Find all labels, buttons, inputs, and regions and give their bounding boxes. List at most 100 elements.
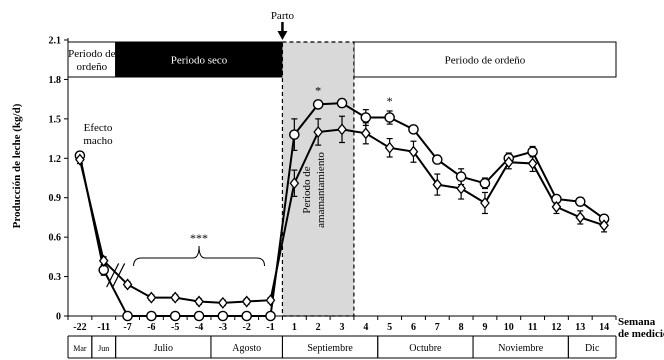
data-point-circle bbox=[455, 171, 467, 182]
data-point-diamond bbox=[503, 156, 514, 169]
data-point-circle bbox=[527, 146, 538, 158]
data-point-diamond bbox=[265, 294, 276, 307]
data-point-diamond bbox=[408, 145, 419, 158]
data-point-diamond bbox=[241, 295, 252, 308]
x-tick-label: 10 bbox=[504, 322, 514, 333]
data-point-diamond bbox=[575, 211, 586, 224]
data-point-diamond bbox=[170, 291, 181, 304]
lactation-period-label: amamantamiento bbox=[315, 152, 327, 228]
data-point-diamond bbox=[527, 157, 538, 170]
data-point-circle bbox=[336, 97, 348, 109]
parto-label: Parto bbox=[271, 10, 295, 22]
x-tick-label: -3 bbox=[219, 322, 227, 333]
data-point-circle bbox=[146, 310, 157, 322]
x-tick-label: -11 bbox=[97, 322, 110, 333]
x-tick-label: 12 bbox=[551, 322, 561, 333]
month-label: Jun bbox=[98, 344, 109, 353]
y-tick-label: 0.3 bbox=[49, 272, 62, 283]
x-tick-label: 8 bbox=[459, 322, 464, 333]
period-box bbox=[353, 41, 617, 78]
data-point-circle bbox=[384, 112, 395, 123]
x-axis-title-line1: Semana bbox=[618, 316, 656, 328]
data-point-diamond bbox=[289, 177, 300, 190]
x-tick-label: 13 bbox=[575, 322, 585, 333]
x-tick-label: -4 bbox=[195, 322, 203, 333]
data-point-diamond bbox=[98, 254, 109, 267]
data-point-diamond bbox=[360, 127, 371, 140]
data-point-circle bbox=[217, 310, 229, 322]
period-label: Periodo de ordeño bbox=[445, 55, 526, 67]
data-point-diamond bbox=[384, 141, 395, 154]
data-point-circle bbox=[312, 99, 324, 110]
data-point-circle bbox=[193, 310, 205, 322]
data-point-diamond bbox=[122, 278, 133, 291]
data-point-diamond bbox=[194, 295, 204, 308]
period-label: Periodo seco bbox=[171, 55, 228, 67]
x-tick-label: 9 bbox=[482, 322, 487, 333]
axis-break-mark bbox=[106, 263, 120, 288]
data-point-circle bbox=[432, 154, 443, 165]
period-label: Periodo de bbox=[68, 48, 115, 60]
data-point-circle bbox=[408, 124, 419, 135]
data-point-diamond bbox=[456, 182, 466, 195]
x-tick-label: 7 bbox=[435, 322, 440, 333]
data-point-circle bbox=[265, 310, 276, 322]
parto-arrow-head bbox=[277, 31, 288, 40]
significance-bracket bbox=[133, 245, 266, 267]
x-tick-label: -1 bbox=[266, 322, 274, 333]
data-point-circle bbox=[241, 310, 252, 322]
y-axis-title: Producción de leche (kg/d) bbox=[11, 103, 23, 228]
x-tick-label: 1 bbox=[292, 322, 297, 333]
y-tick-label: 0 bbox=[56, 312, 61, 323]
data-point-circle bbox=[479, 177, 491, 189]
efecto-macho-label: macho bbox=[83, 135, 113, 147]
period-box bbox=[115, 41, 283, 78]
data-point-diamond bbox=[218, 296, 228, 309]
month-label: Octubre bbox=[409, 343, 442, 354]
data-point-circle bbox=[169, 310, 181, 322]
data-point-diamond bbox=[313, 125, 324, 139]
x-tick-label: 11 bbox=[528, 322, 537, 333]
x-tick-label: -22 bbox=[73, 322, 86, 333]
data-point-diamond bbox=[146, 291, 157, 304]
x-tick-label: -7 bbox=[123, 322, 131, 333]
significance-mark: * bbox=[387, 94, 393, 108]
x-tick-label: 4 bbox=[363, 322, 368, 333]
x-tick-label: 6 bbox=[411, 322, 416, 333]
y-tick-label: 1.2 bbox=[49, 154, 62, 165]
period-label: ordeño bbox=[77, 61, 108, 73]
x-axis-title-line2: de medición bbox=[618, 328, 664, 340]
significance-mark: *** bbox=[190, 231, 208, 245]
y-tick-label: 2.1 bbox=[49, 36, 62, 47]
x-tick-label: 14 bbox=[599, 322, 609, 333]
x-tick-label: -6 bbox=[147, 322, 155, 333]
axis-break-mark bbox=[112, 263, 126, 288]
data-point-circle bbox=[122, 310, 133, 322]
data-point-diamond bbox=[75, 153, 85, 166]
data-point-diamond bbox=[551, 200, 562, 213]
y-tick-label: 0.6 bbox=[49, 233, 62, 244]
data-point-circle bbox=[574, 196, 586, 207]
x-tick-label: -2 bbox=[243, 322, 251, 333]
data-point-diamond bbox=[337, 123, 347, 136]
month-label: Mar bbox=[73, 344, 87, 353]
x-tick-label: 5 bbox=[387, 322, 392, 333]
month-label: Agosto bbox=[232, 343, 261, 354]
month-label: Dic bbox=[585, 343, 600, 354]
data-point-circle bbox=[360, 112, 372, 123]
data-point-diamond bbox=[599, 219, 609, 232]
y-tick-label: 1.8 bbox=[49, 75, 62, 86]
month-label: Noviembre bbox=[498, 343, 544, 354]
x-tick-label: 3 bbox=[340, 322, 345, 333]
data-point-diamond bbox=[480, 196, 490, 210]
month-label: Julio bbox=[154, 343, 173, 354]
data-point-diamond bbox=[432, 178, 443, 191]
significance-mark: * bbox=[315, 83, 321, 97]
y-tick-label: 0.9 bbox=[49, 193, 62, 204]
lactation-period-label: Periodo de bbox=[301, 166, 313, 213]
efecto-macho-label: Efecto bbox=[84, 122, 113, 134]
month-label: Septiembre bbox=[307, 343, 353, 354]
y-tick-label: 1.5 bbox=[49, 114, 62, 125]
x-tick-label: 2 bbox=[316, 322, 321, 333]
